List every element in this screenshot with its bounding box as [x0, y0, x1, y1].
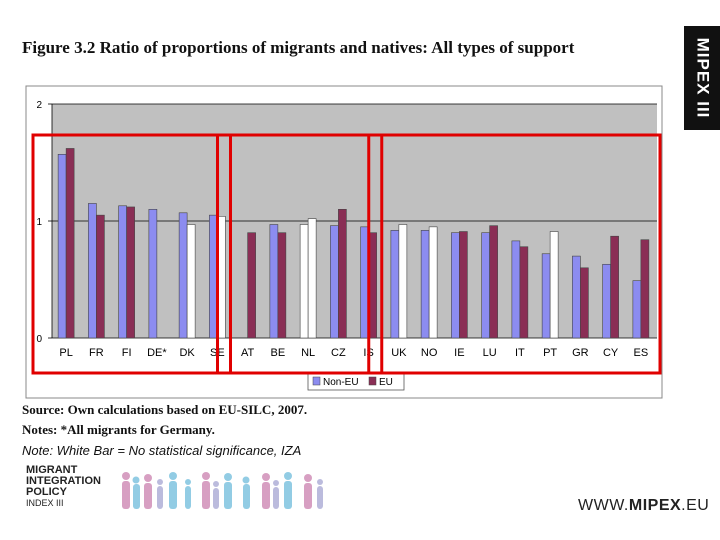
bar-non-eu-cz — [330, 225, 339, 339]
bar-non-eu-no — [420, 230, 430, 339]
bar-non-eu-fi — [118, 205, 127, 339]
bar-non-eu-pt — [541, 253, 551, 339]
x-tick-label: UK — [391, 347, 407, 359]
x-tick-label: AT — [241, 347, 255, 359]
bar-eu-cz — [338, 209, 347, 339]
x-tick-label: BE — [271, 347, 286, 359]
x-tick-label: CY — [603, 347, 619, 359]
bar-eu-dk — [186, 224, 196, 339]
figure-title: Figure 3.2 Ratio of proportions of migra… — [22, 38, 575, 57]
legend-label-eu: EU — [379, 377, 393, 388]
bar-non-eu-es — [632, 280, 642, 339]
highlight-box-group-1 — [31, 133, 232, 375]
website-url[interactable]: WWW.MIPEX.EU — [578, 497, 709, 515]
significance-note: Note: White Bar = No statistical signifi… — [22, 443, 302, 458]
bar-non-eu-it — [511, 240, 521, 339]
x-tick-label: IE — [454, 347, 464, 359]
bar-eu-no — [428, 226, 438, 339]
bar-eu-pt — [549, 231, 559, 339]
y-tick-label: 1 — [36, 217, 42, 228]
logo-line-2: INTEGRATION — [26, 475, 101, 487]
highlight-box-group-2 — [216, 133, 384, 375]
x-tick-label: GR — [572, 347, 589, 359]
bar-eu-be — [277, 232, 287, 339]
notes-line: Notes: *All migrants for Germany. — [22, 422, 215, 437]
x-tick-label: LU — [483, 347, 497, 359]
bar-eu-es — [640, 239, 650, 339]
y-tick-label: 0 — [36, 334, 42, 345]
x-tick-label: NL — [301, 347, 315, 359]
bar-eu-lu — [489, 225, 498, 339]
bar-eu-pl — [65, 148, 75, 339]
bar-eu-ie — [459, 231, 468, 339]
bar-non-eu-pl — [57, 154, 67, 339]
bar-non-eu-dk — [178, 212, 188, 339]
bar-non-eu-fr — [88, 203, 97, 339]
bar-eu-cy — [610, 235, 619, 339]
x-tick-label: DE* — [147, 347, 167, 359]
legend-swatch-non-eu — [312, 376, 321, 386]
bar-eu-fr — [96, 214, 105, 339]
bar-non-eu-be — [269, 224, 279, 339]
logo-line-3: POLICY — [26, 486, 67, 498]
bar-eu-uk — [398, 224, 408, 339]
bar-non-eu-nl — [299, 224, 309, 339]
legend-swatch-eu — [368, 376, 377, 386]
x-tick-label: PL — [59, 347, 72, 359]
logo-line-4: INDEX III — [26, 498, 64, 508]
x-tick-label: FR — [89, 347, 104, 359]
x-tick-label: PT — [543, 347, 557, 359]
website-suffix: .EU — [681, 497, 710, 514]
bar-non-eu-uk — [390, 230, 400, 339]
x-tick-label: NO — [421, 347, 438, 359]
x-tick-label: CZ — [331, 347, 346, 359]
website-brand: MIPEX — [628, 497, 682, 514]
bar-eu-gr — [580, 267, 589, 339]
source-note: Source: Own calculations based on EU-SIL… — [22, 402, 308, 417]
mipex-brand-tab: MIPEX III — [684, 26, 720, 130]
y-tick-label: 2 — [36, 100, 42, 111]
bar-eu-at — [247, 232, 256, 339]
x-tick-label: IT — [515, 347, 525, 359]
x-tick-label: ES — [634, 347, 649, 359]
bar-eu-fi — [126, 206, 135, 339]
legend-label-non-eu: Non-EU — [323, 377, 359, 388]
x-tick-label: DK — [179, 347, 195, 359]
bar-non-eu-gr — [572, 255, 581, 339]
logo-line-1: MIGRANT — [26, 464, 78, 476]
bar-non-eu-de — [148, 209, 158, 339]
bar-eu-nl — [307, 218, 317, 339]
highlight-box-group-3 — [367, 133, 662, 375]
x-tick-label: FI — [122, 347, 132, 359]
mipex-logo: MIGRANT INTEGRATION POLICY INDEX III — [26, 465, 101, 509]
bar-eu-it — [519, 246, 529, 339]
bar-non-eu-lu — [481, 232, 490, 339]
people-silhouettes-icon — [122, 472, 323, 509]
bar-non-eu-cy — [602, 263, 611, 339]
website-prefix: WWW. — [578, 497, 629, 514]
bar-non-eu-ie — [451, 232, 460, 339]
